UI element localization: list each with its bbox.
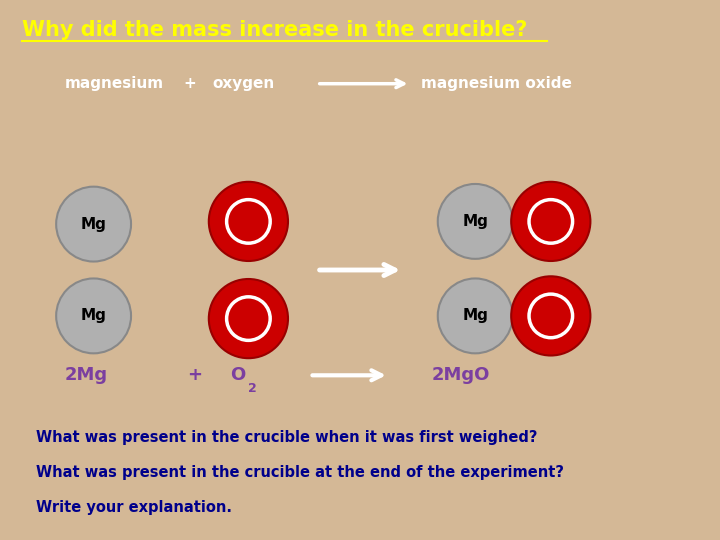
Text: Write your explanation.: Write your explanation. [36, 500, 232, 515]
Text: Mg: Mg [462, 214, 488, 229]
Text: Why did the mass increase in the crucible?: Why did the mass increase in the crucibl… [22, 19, 527, 40]
Text: What was present in the crucible at the end of the experiment?: What was present in the crucible at the … [36, 465, 564, 480]
Text: Mg: Mg [462, 308, 488, 323]
Text: magnesium: magnesium [65, 76, 164, 91]
Ellipse shape [438, 184, 513, 259]
Text: What was present in the crucible when it was first weighed?: What was present in the crucible when it… [36, 430, 538, 445]
Ellipse shape [209, 182, 288, 261]
Text: Mg: Mg [81, 308, 107, 323]
Text: 2Mg: 2Mg [65, 366, 108, 384]
Text: +: + [187, 366, 202, 384]
Ellipse shape [438, 279, 513, 353]
Ellipse shape [56, 279, 131, 353]
Text: Mg: Mg [81, 217, 107, 232]
Text: +: + [184, 76, 197, 91]
Ellipse shape [511, 276, 590, 355]
Text: O: O [230, 366, 246, 384]
Ellipse shape [209, 279, 288, 358]
Text: 2: 2 [248, 382, 257, 395]
Ellipse shape [511, 182, 590, 261]
Text: magnesium oxide: magnesium oxide [421, 76, 572, 91]
Text: 2MgO: 2MgO [432, 366, 490, 384]
Ellipse shape [56, 187, 131, 261]
Text: oxygen: oxygen [212, 76, 274, 91]
